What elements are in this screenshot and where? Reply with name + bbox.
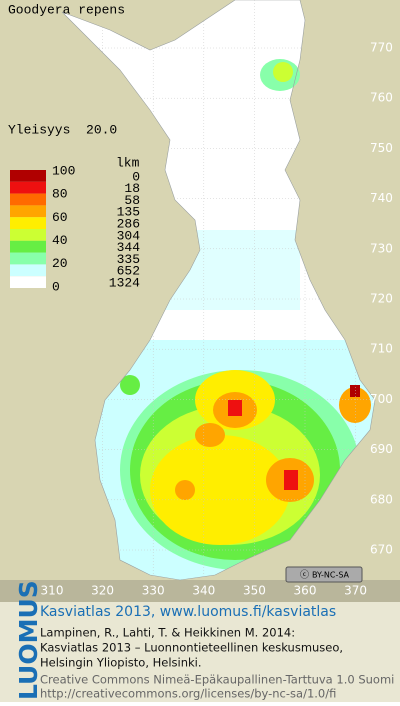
- license-badge-cc: ⓒ: [300, 570, 309, 581]
- legend-swatch: [10, 193, 46, 206]
- legend-swatch: [10, 170, 46, 182]
- x-label: 370: [344, 584, 367, 598]
- legend-swatch: [10, 205, 46, 218]
- legend-scale-label: 20: [52, 256, 68, 271]
- legend-count: 0: [132, 169, 140, 184]
- legend-count: 1324: [109, 276, 140, 291]
- legend-swatch: [10, 181, 46, 194]
- legend-count: 58: [124, 193, 140, 208]
- citation: Kasviatlas 2013 – Luonnontieteellinen ke…: [40, 641, 343, 655]
- y-label: 770: [370, 41, 393, 55]
- x-label: 340: [192, 584, 215, 598]
- x-label: 310: [41, 584, 64, 598]
- legend-count: 652: [117, 264, 140, 279]
- y-label: 670: [370, 543, 393, 557]
- legend-swatch: [10, 252, 46, 265]
- legend-scale-label: 0: [52, 279, 60, 294]
- y-label: 750: [370, 141, 393, 155]
- y-label: 720: [370, 292, 393, 306]
- y-label: 730: [370, 241, 393, 255]
- x-label: 360: [294, 584, 317, 598]
- legend-count: 135: [117, 205, 140, 220]
- footer-background: [0, 602, 400, 702]
- legend-scale-label: 80: [52, 187, 68, 202]
- x-label: 320: [91, 584, 114, 598]
- legend-scale-label: 40: [52, 233, 68, 248]
- license-badge-text: BY-NC-SA: [312, 571, 350, 580]
- license-url[interactable]: http://creativecommons.org/licenses/by-n…: [40, 687, 336, 701]
- legend-swatch: [10, 240, 46, 253]
- license-text: Creative Commons Nimeä-Epäkaupallinen-Ta…: [40, 673, 394, 687]
- y-label: 740: [370, 191, 393, 205]
- y-label: 760: [370, 91, 393, 105]
- citation: Helsingin Yliopisto, Helsinki.: [40, 656, 202, 670]
- x-label: 330: [142, 584, 165, 598]
- legend-scale-label: 100: [52, 163, 75, 178]
- legend-count: 286: [117, 217, 140, 232]
- axis-band: [0, 580, 400, 602]
- axes: 310 320 330 340 350 360 370 770 760 750 740 730 720 7…: [41, 41, 393, 598]
- x-label: 350: [243, 584, 266, 598]
- y-label: 700: [370, 392, 393, 406]
- citation: Lampinen, R., Lahti, T. & Heikkinen M. 2…: [40, 626, 295, 640]
- legend-count: 18: [124, 181, 140, 196]
- legend-scale-label: 60: [52, 210, 68, 225]
- footer-link[interactable]: Kasviatlas 2013, www.luomus.fi/kasviatla…: [40, 604, 336, 620]
- y-label: 710: [370, 342, 393, 356]
- legend-swatch: [10, 217, 46, 229]
- count-header: lkm: [116, 155, 140, 170]
- frequency: Yleisyys 20.0: [8, 122, 117, 137]
- license-badge: [285, 566, 363, 583]
- legend-swatch: [10, 264, 46, 277]
- species-title: Goodyera repens: [8, 2, 125, 17]
- legend-count: 344: [117, 240, 141, 255]
- y-label: 680: [370, 492, 393, 506]
- north-occurrence: [273, 62, 293, 82]
- legend-swatch: [10, 229, 46, 241]
- legend-swatch: [10, 276, 46, 288]
- legend-count: 304: [117, 228, 141, 243]
- legend-count: 335: [117, 252, 140, 267]
- y-label: 690: [370, 442, 393, 456]
- logo: LUOMUS: [14, 580, 43, 700]
